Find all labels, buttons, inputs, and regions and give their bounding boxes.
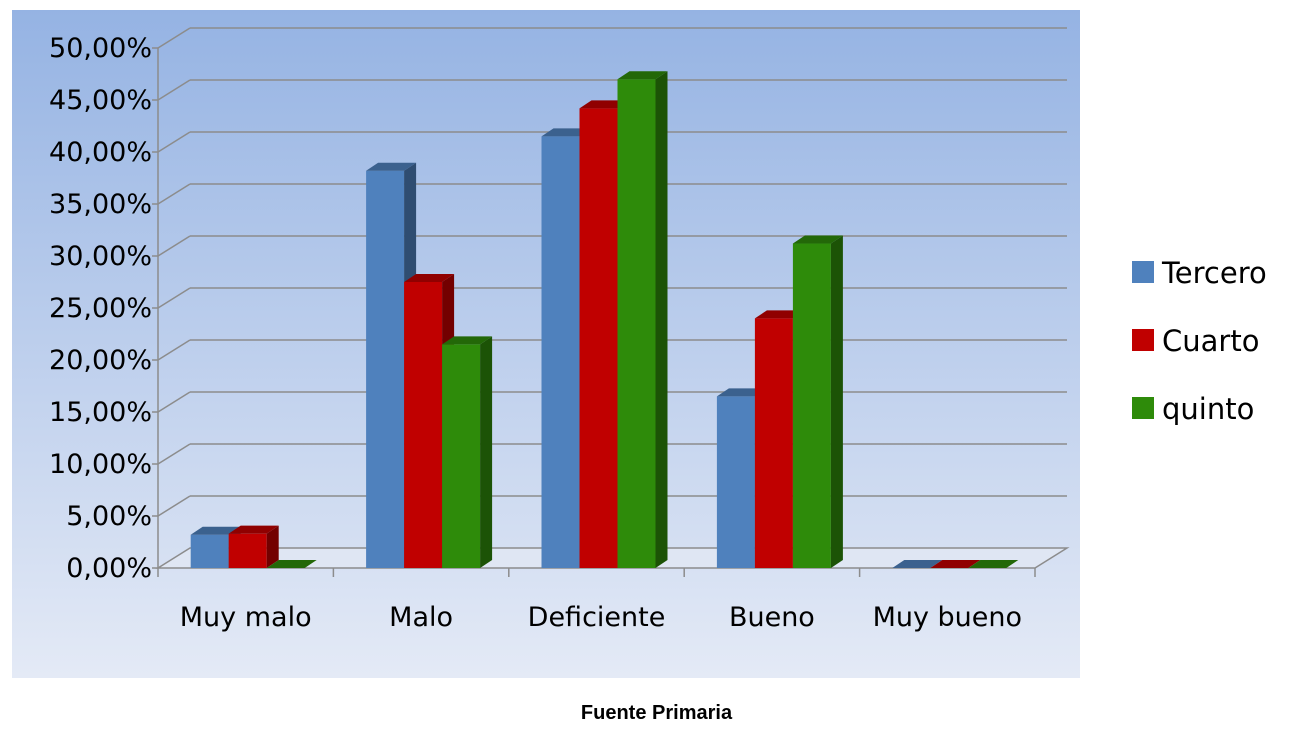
gridline-diagonal (157, 131, 191, 153)
bar-side (830, 235, 843, 568)
bar-front (579, 108, 618, 568)
gridline-diagonal (157, 287, 191, 309)
bar (442, 336, 493, 568)
gridline-diagonal (157, 79, 191, 101)
bar-side (655, 71, 668, 568)
gridline-diagonal (157, 443, 191, 465)
bar-front (366, 170, 405, 568)
bar-front (541, 136, 580, 568)
bar-front (228, 533, 267, 568)
bar-front (792, 243, 831, 568)
y-tick-label: 35,00% (49, 189, 152, 220)
source-caption: Fuente Primaria (580, 702, 733, 724)
bar-top (754, 310, 805, 319)
bar-top (190, 526, 241, 535)
bar-top (366, 162, 417, 171)
bar (266, 560, 317, 568)
category-label: Malo (389, 602, 453, 633)
bar-front (754, 318, 793, 568)
bar-top (579, 100, 630, 109)
bar-top (404, 274, 455, 282)
gridline-diagonal (157, 183, 191, 205)
bar-top (442, 336, 493, 345)
gridline-diagonal (157, 339, 191, 361)
bar-top (792, 235, 843, 244)
bar-top (266, 560, 317, 568)
y-tick-label: 30,00% (49, 241, 152, 272)
legend-swatch (1132, 329, 1154, 351)
gridline-diagonal (157, 495, 191, 517)
y-tick-label: 40,00% (49, 137, 152, 168)
bar-front (442, 344, 481, 568)
legend-swatch (1132, 261, 1154, 283)
bar-top (968, 560, 1019, 568)
bar-front (617, 79, 656, 568)
bar-front (404, 282, 443, 568)
y-tick-label: 45,00% (49, 85, 152, 116)
gridline-diagonal (157, 27, 191, 49)
y-tick-label: 20,00% (49, 345, 152, 376)
bar-top (930, 560, 981, 568)
bar (228, 525, 279, 568)
gridline-diagonal (157, 391, 191, 413)
y-tick-label: 0,00% (66, 553, 152, 584)
legend-label: Tercero (1161, 256, 1267, 290)
bar-top (228, 525, 279, 534)
category-label: Muy malo (180, 602, 312, 633)
y-tick-label: 10,00% (49, 449, 152, 480)
bar (617, 71, 668, 568)
category-label: Muy bueno (873, 602, 1022, 633)
bar-side (480, 336, 493, 568)
category-label: Deficiente (528, 602, 666, 633)
bar-side (266, 525, 279, 568)
legend-swatch (1132, 397, 1154, 419)
bar-top (716, 388, 767, 397)
bar (968, 560, 1019, 568)
category-label: Bueno (729, 602, 815, 633)
legend-label: Cuarto (1162, 324, 1259, 358)
bar-front (190, 534, 229, 568)
y-tick-label: 25,00% (49, 293, 152, 324)
bar-top (617, 71, 668, 80)
bar (930, 560, 981, 568)
bar (792, 235, 843, 568)
bar-front (716, 396, 755, 568)
bar-top (541, 128, 592, 137)
y-tick-label: 15,00% (49, 397, 152, 428)
y-tick-label: 50,00% (49, 33, 152, 64)
legend-label: quinto (1162, 392, 1254, 426)
y-tick-label: 5,00% (66, 501, 152, 532)
bar (892, 560, 943, 568)
bar-top (892, 560, 943, 568)
bar-chart: 0,00% 5,00% 10,00% 15,00% 20,00% 25,00% 30,00%… (12, 10, 1267, 678)
gridline-diagonal (157, 235, 191, 257)
